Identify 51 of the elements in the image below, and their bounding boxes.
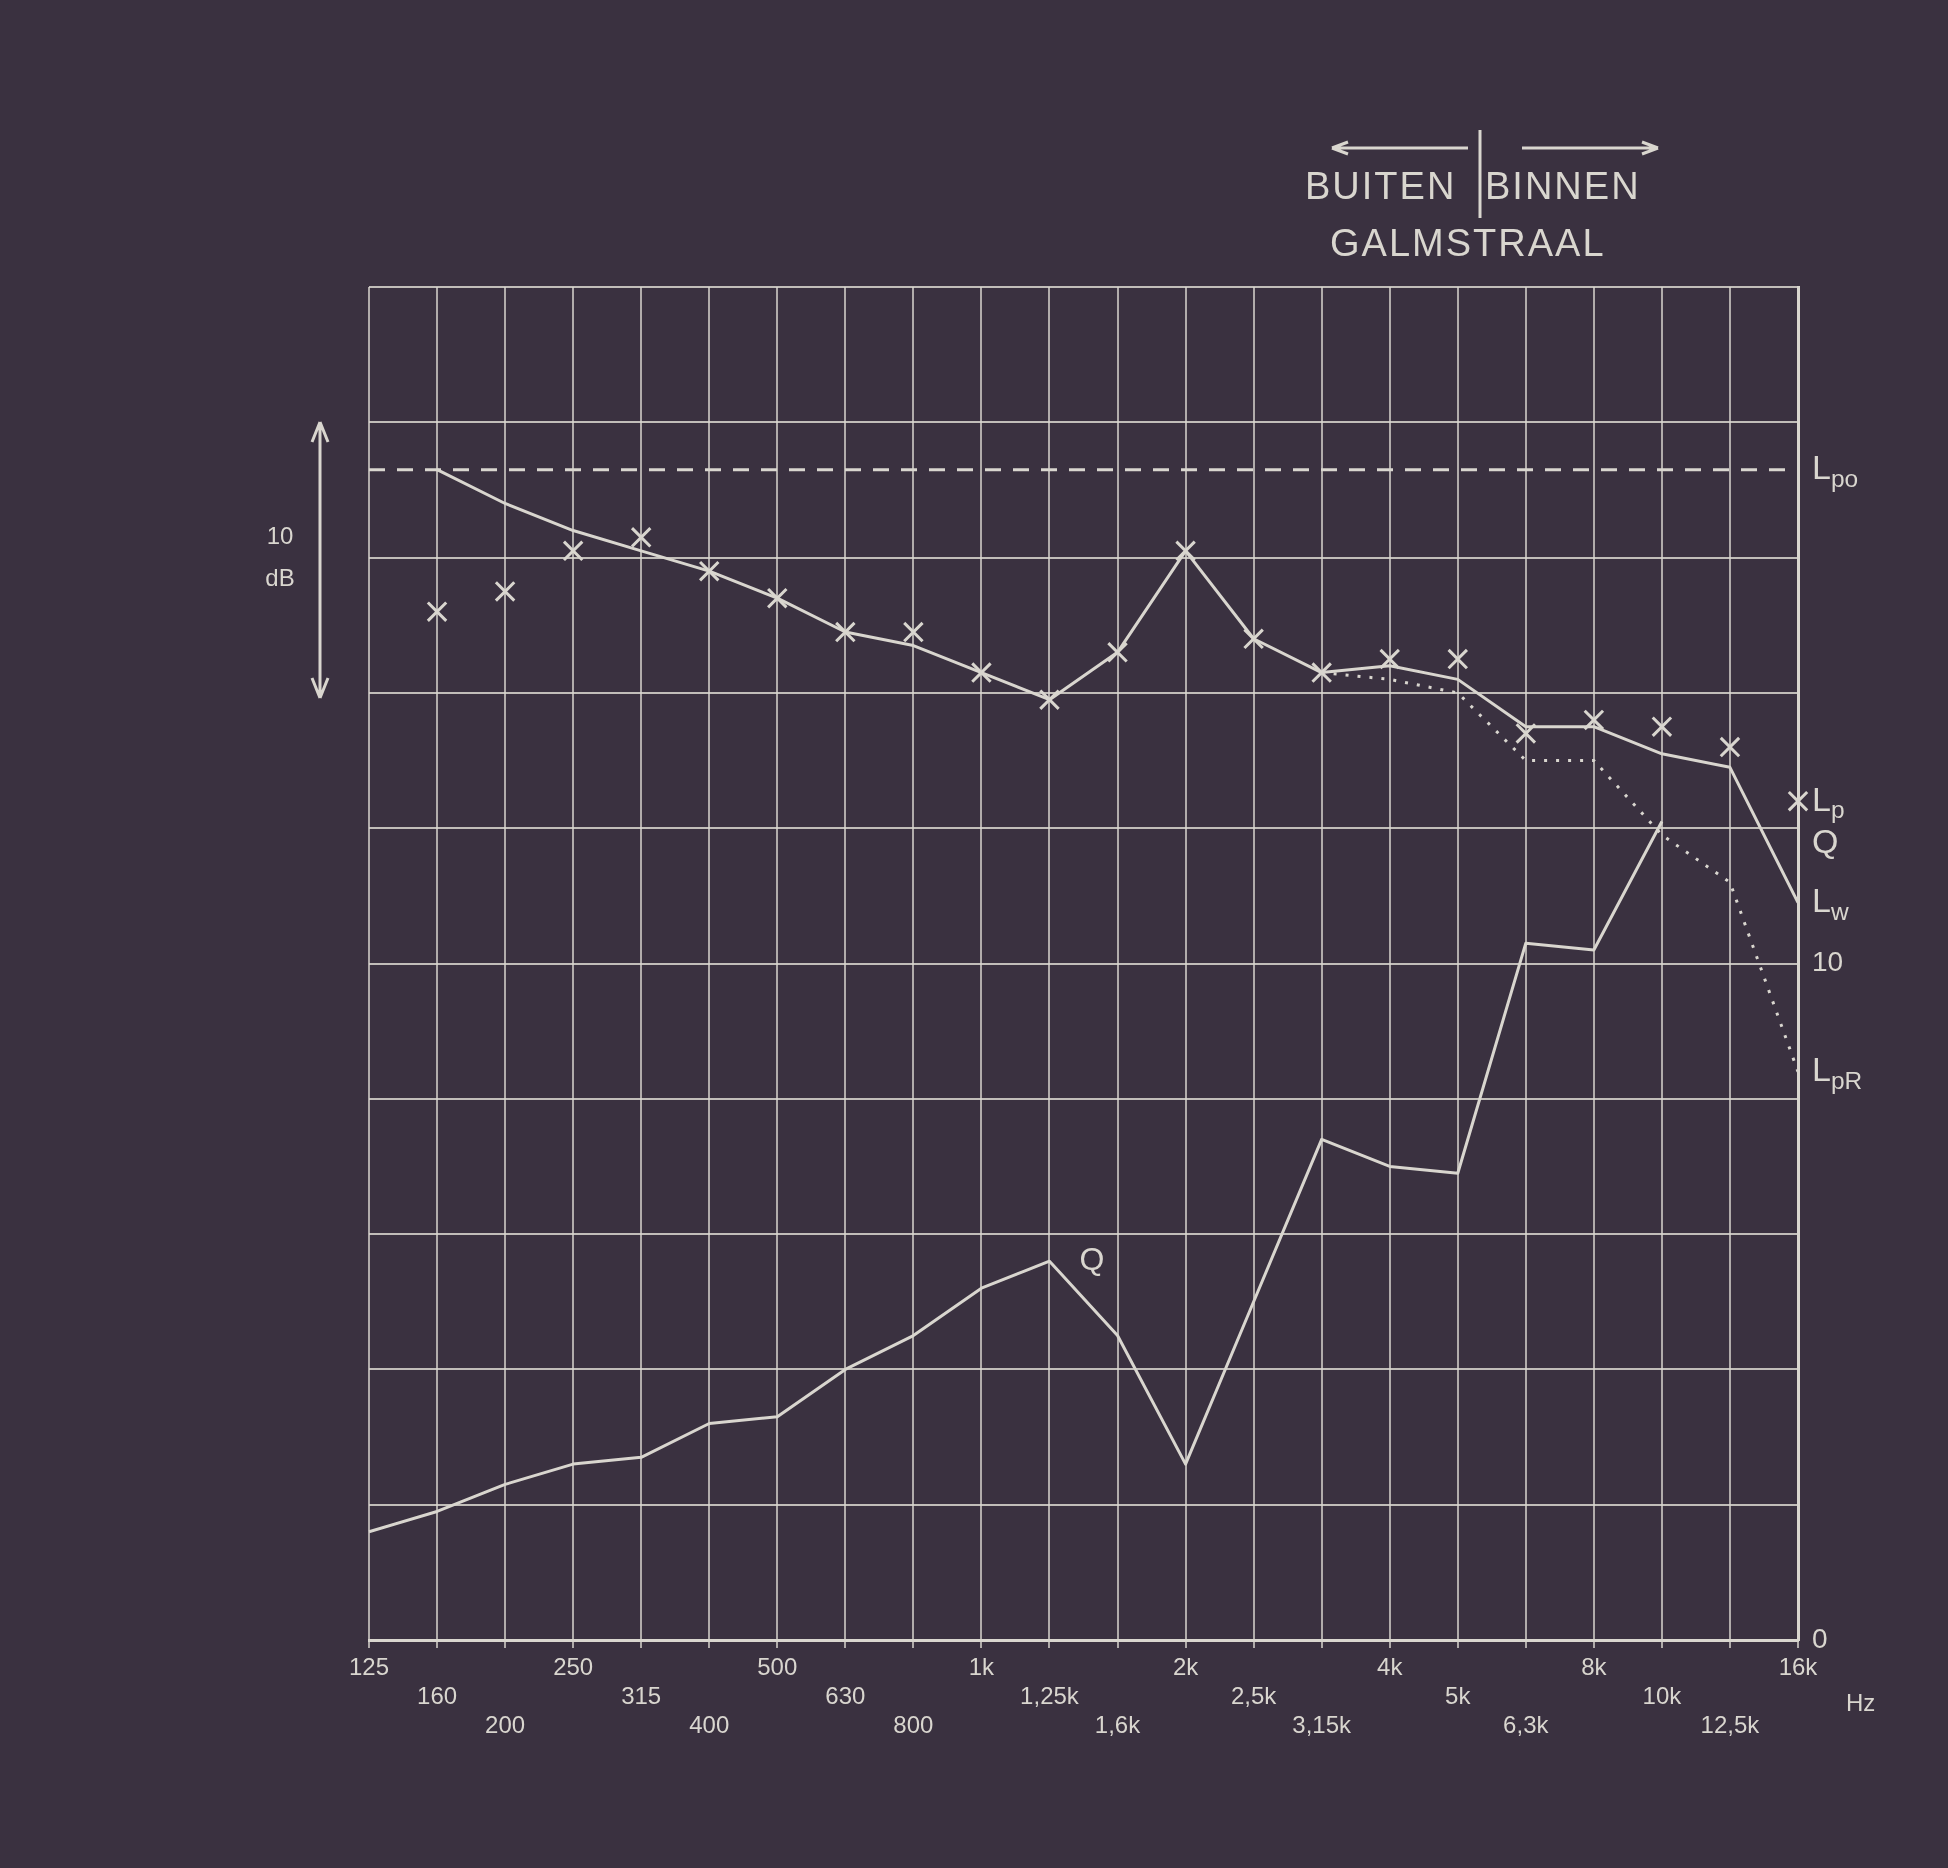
point (1038, 688, 1061, 711)
point (1174, 540, 1197, 562)
y-tick-label: 0 (1812, 1622, 1828, 1654)
text: 10 dB (264, 521, 296, 593)
point (494, 580, 516, 603)
point (630, 526, 652, 548)
x-tick-label: 12,5k (1700, 1710, 1761, 1738)
point (1106, 641, 1129, 663)
point (426, 601, 448, 623)
text: GALMSTRAAL (1330, 222, 1606, 265)
y-tick-label: 10 (1812, 946, 1844, 978)
point (834, 621, 857, 643)
x-tick-label: 160 (417, 1681, 458, 1709)
point (1719, 736, 1741, 758)
point (766, 587, 788, 609)
x-tick-label: 630 (825, 1681, 866, 1709)
x-tick-label: 2,5k (1230, 1681, 1278, 1709)
text: BINNEN (1485, 165, 1641, 208)
text: BUITEN (1305, 165, 1457, 208)
point (1651, 716, 1673, 738)
x-tick-label: 6,3k (1503, 1710, 1550, 1738)
point (1583, 709, 1605, 731)
x-tick-label: 16k (1778, 1653, 1819, 1681)
point (1242, 628, 1265, 650)
x-tick-label: 4k (1377, 1653, 1404, 1681)
x-tick-label: 125 (348, 1653, 390, 1681)
annotation: Q (1079, 1240, 1105, 1277)
x-tick-label: 800 (893, 1710, 934, 1738)
x-tick-label: 500 (757, 1653, 798, 1681)
x-axis-title: Hz (1846, 1688, 1876, 1716)
point (698, 560, 720, 582)
point (1379, 648, 1401, 670)
point (1310, 661, 1333, 684)
x-tick-label: 5k (1445, 1681, 1472, 1709)
x-tick-label: 10k (1642, 1681, 1683, 1709)
x-tick-label: 1,25k (1020, 1681, 1080, 1709)
point (1787, 790, 1809, 812)
x-tick-label: 1k (968, 1653, 996, 1681)
x-tick-label: 250 (553, 1653, 594, 1681)
x-tick-label: 1,6k (1094, 1710, 1142, 1738)
x-tick-label: 2k (1172, 1653, 1200, 1681)
point (562, 540, 584, 562)
x-tick-label: 315 (621, 1681, 662, 1709)
point (1515, 722, 1537, 745)
x-tick-label: 400 (689, 1710, 730, 1738)
x-tick-label: 8k (1581, 1653, 1608, 1681)
point (1447, 648, 1469, 670)
x-tick-label: 3,15k (1292, 1710, 1353, 1738)
point (970, 661, 993, 684)
x-tick-label: 200 (485, 1710, 526, 1738)
point (902, 621, 925, 643)
